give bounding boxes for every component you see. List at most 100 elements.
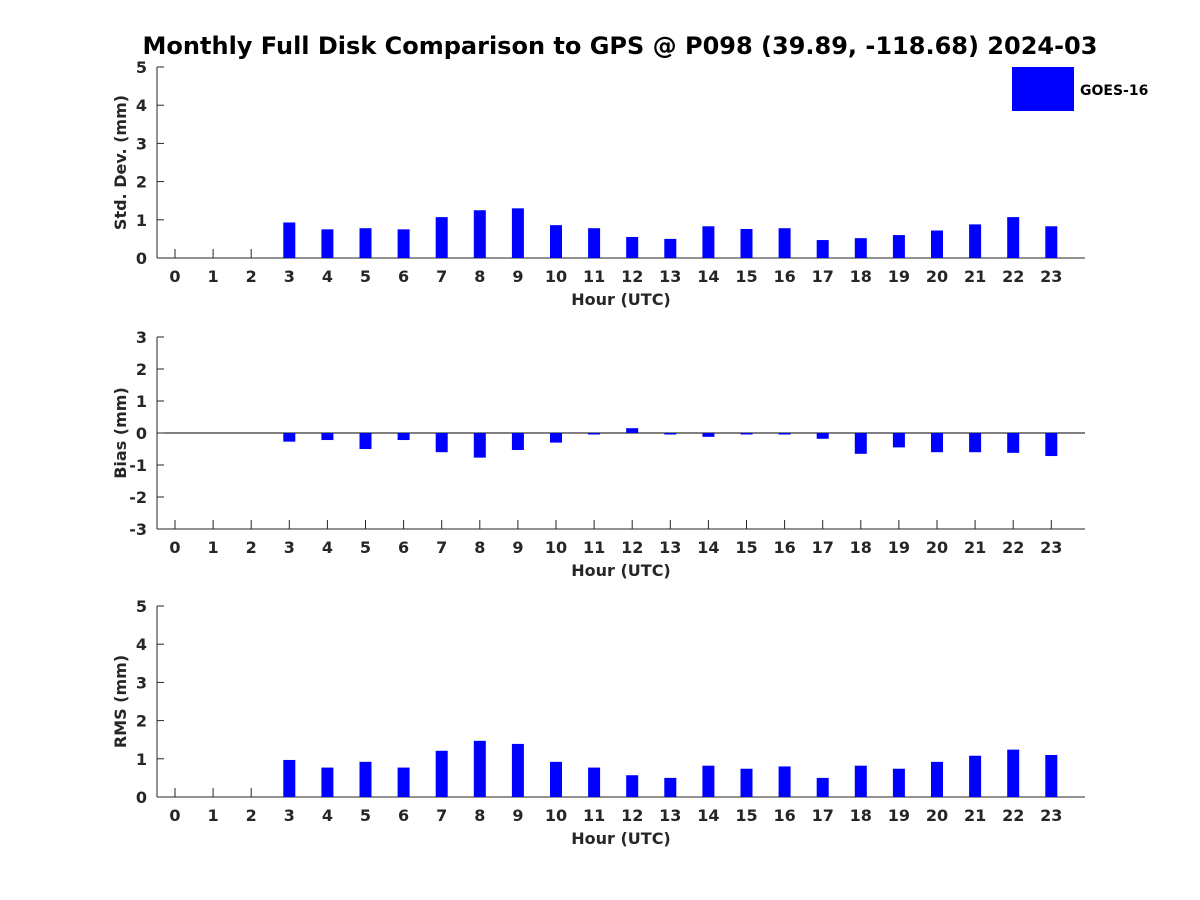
x-tick-label: 21 [964,806,986,825]
bar-bias-hour-9 [511,433,524,450]
bar-bias-hour-3 [283,433,296,442]
x-tick-label: 9 [512,538,523,557]
x-tick-label: 5 [360,538,371,557]
x-tick-label: 22 [1002,806,1024,825]
x-tick-label: 3 [284,538,295,557]
y-tick-label: 1 [136,750,147,769]
x-tick-label: 6 [398,267,409,286]
x-tick-label: 1 [208,267,219,286]
x-tick-label: 4 [322,538,333,557]
bar-std-hour-23 [1045,226,1058,258]
x-tick-label: 14 [697,806,719,825]
x-tick-label: 14 [697,267,719,286]
bar-bias-hour-23 [1045,433,1058,457]
y-tick-label: 2 [136,173,147,192]
x-tick-label: 4 [322,267,333,286]
bar-rms-hour-19 [892,768,905,797]
bar-rms-hour-23 [1045,754,1058,797]
bar-std-hour-18 [854,238,867,258]
x-tick-label: 12 [621,806,643,825]
x-axis-label: Hour (UTC) [571,829,671,848]
legend: GOES-16 [1012,67,1148,111]
x-tick-label: 7 [436,538,447,557]
x-tick-label: 8 [474,806,485,825]
x-tick-label: 19 [888,538,910,557]
bar-rms-hour-17 [816,777,829,797]
bar-std-hour-14 [702,226,715,258]
x-tick-label: 11 [583,806,605,825]
x-tick-label: 9 [512,267,523,286]
bar-rms-hour-18 [854,765,867,797]
legend-label-goes-16: GOES-16 [1080,83,1148,99]
bar-rms-hour-7 [435,750,448,797]
bar-bias-hour-17 [816,433,829,439]
bar-bias-hour-18 [854,433,867,454]
bar-rms-hour-4 [321,767,334,797]
y-tick-label: 2 [136,360,147,379]
y-tick-label: 4 [136,96,147,115]
bar-std-hour-6 [397,229,410,258]
x-tick-label: 15 [735,267,757,286]
bar-bias-hour-6 [397,433,410,441]
bar-bias-hour-14 [702,433,715,437]
x-tick-label: 17 [812,538,834,557]
x-tick-label: 16 [773,267,795,286]
y-tick-label: 0 [136,249,147,268]
bar-rms-hour-16 [778,766,791,797]
x-tick-label: 0 [169,538,180,557]
bar-bias-hour-7 [435,433,448,453]
bar-std-hour-9 [511,208,524,258]
chart-title: Monthly Full Disk Comparison to GPS @ P0… [143,32,1098,60]
y-tick-label: 4 [136,635,147,654]
y-axis-label: RMS (mm) [111,655,130,748]
x-tick-label: 21 [964,538,986,557]
bar-std-hour-4 [321,229,334,258]
x-tick-label: 10 [545,267,567,286]
bar-rms-hour-5 [359,761,372,797]
bar-rms-hour-11 [588,767,601,797]
x-tick-label: 7 [436,806,447,825]
x-tick-label: 20 [926,538,948,557]
bar-std-hour-7 [435,217,448,258]
bar-std-hour-17 [816,240,829,258]
x-tick-label: 13 [659,806,681,825]
bar-std-hour-22 [1007,217,1020,258]
bar-rms-hour-6 [397,767,410,797]
bar-bias-hour-21 [969,433,982,453]
x-tick-label: 6 [398,538,409,557]
x-tick-label: 3 [284,267,295,286]
x-tick-label: 18 [850,538,872,557]
x-tick-label: 1 [208,538,219,557]
x-tick-label: 2 [246,806,257,825]
x-tick-label: 0 [169,806,180,825]
x-tick-label: 18 [850,267,872,286]
x-tick-label: 13 [659,267,681,286]
y-tick-label: 2 [136,712,147,731]
bar-std-hour-8 [473,210,486,258]
bar-std-hour-16 [778,228,791,258]
bar-std-hour-20 [931,230,943,258]
bar-rms-hour-20 [931,761,943,797]
y-tick-label: 0 [136,788,147,807]
bar-rms-hour-8 [473,740,486,797]
y-tick-label: 0 [136,424,147,443]
bar-std-hour-19 [892,235,905,258]
x-tick-label: 2 [246,267,257,286]
bar-rms-hour-10 [550,761,562,797]
bar-bias-hour-13 [664,433,677,435]
bar-rms-hour-15 [740,768,753,797]
bar-bias-hour-11 [588,433,601,435]
x-tick-label: 14 [697,538,719,557]
x-tick-label: 19 [888,267,910,286]
legend-swatch-goes-16 [1012,67,1074,111]
x-tick-label: 5 [360,267,371,286]
x-tick-label: 0 [169,267,180,286]
x-tick-label: 22 [1002,267,1024,286]
bar-rms-hour-13 [664,777,677,797]
x-tick-label: 22 [1002,538,1024,557]
bar-bias-hour-20 [931,433,943,453]
y-tick-label: -3 [129,520,147,539]
